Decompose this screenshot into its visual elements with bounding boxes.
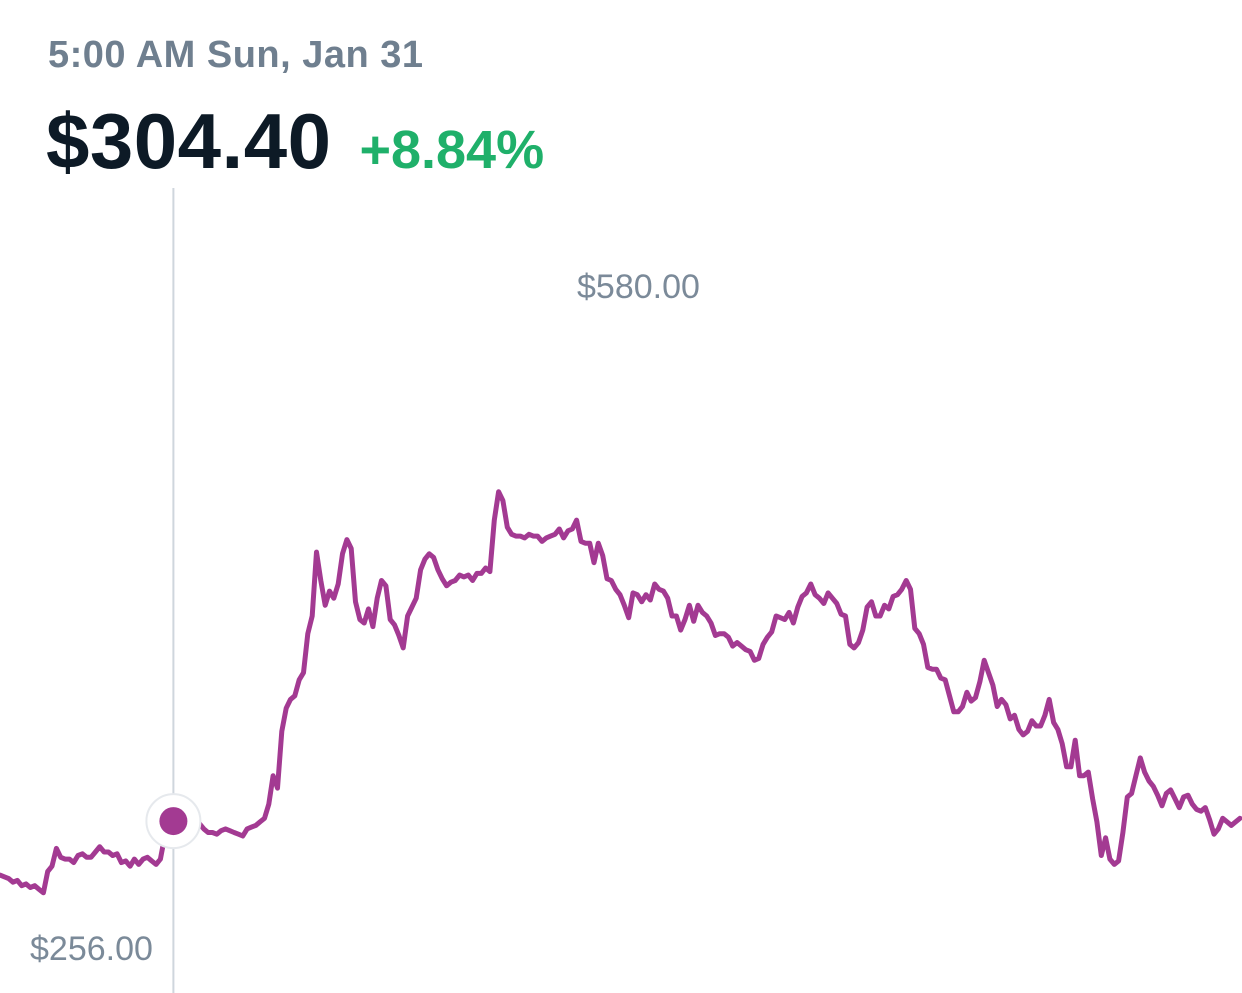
price-row: $304.40 +8.84% <box>46 96 544 187</box>
price-change-percent: +8.84% <box>359 120 545 180</box>
scrub-cursor-dot[interactable] <box>159 807 188 836</box>
timestamp: 5:00 AM Sun, Jan 31 <box>48 34 424 76</box>
low-price-label: $256.00 <box>30 930 153 968</box>
high-price-label: $580.00 <box>577 268 700 306</box>
price-series-line <box>0 489 1242 896</box>
current-price: $304.40 <box>46 97 332 185</box>
